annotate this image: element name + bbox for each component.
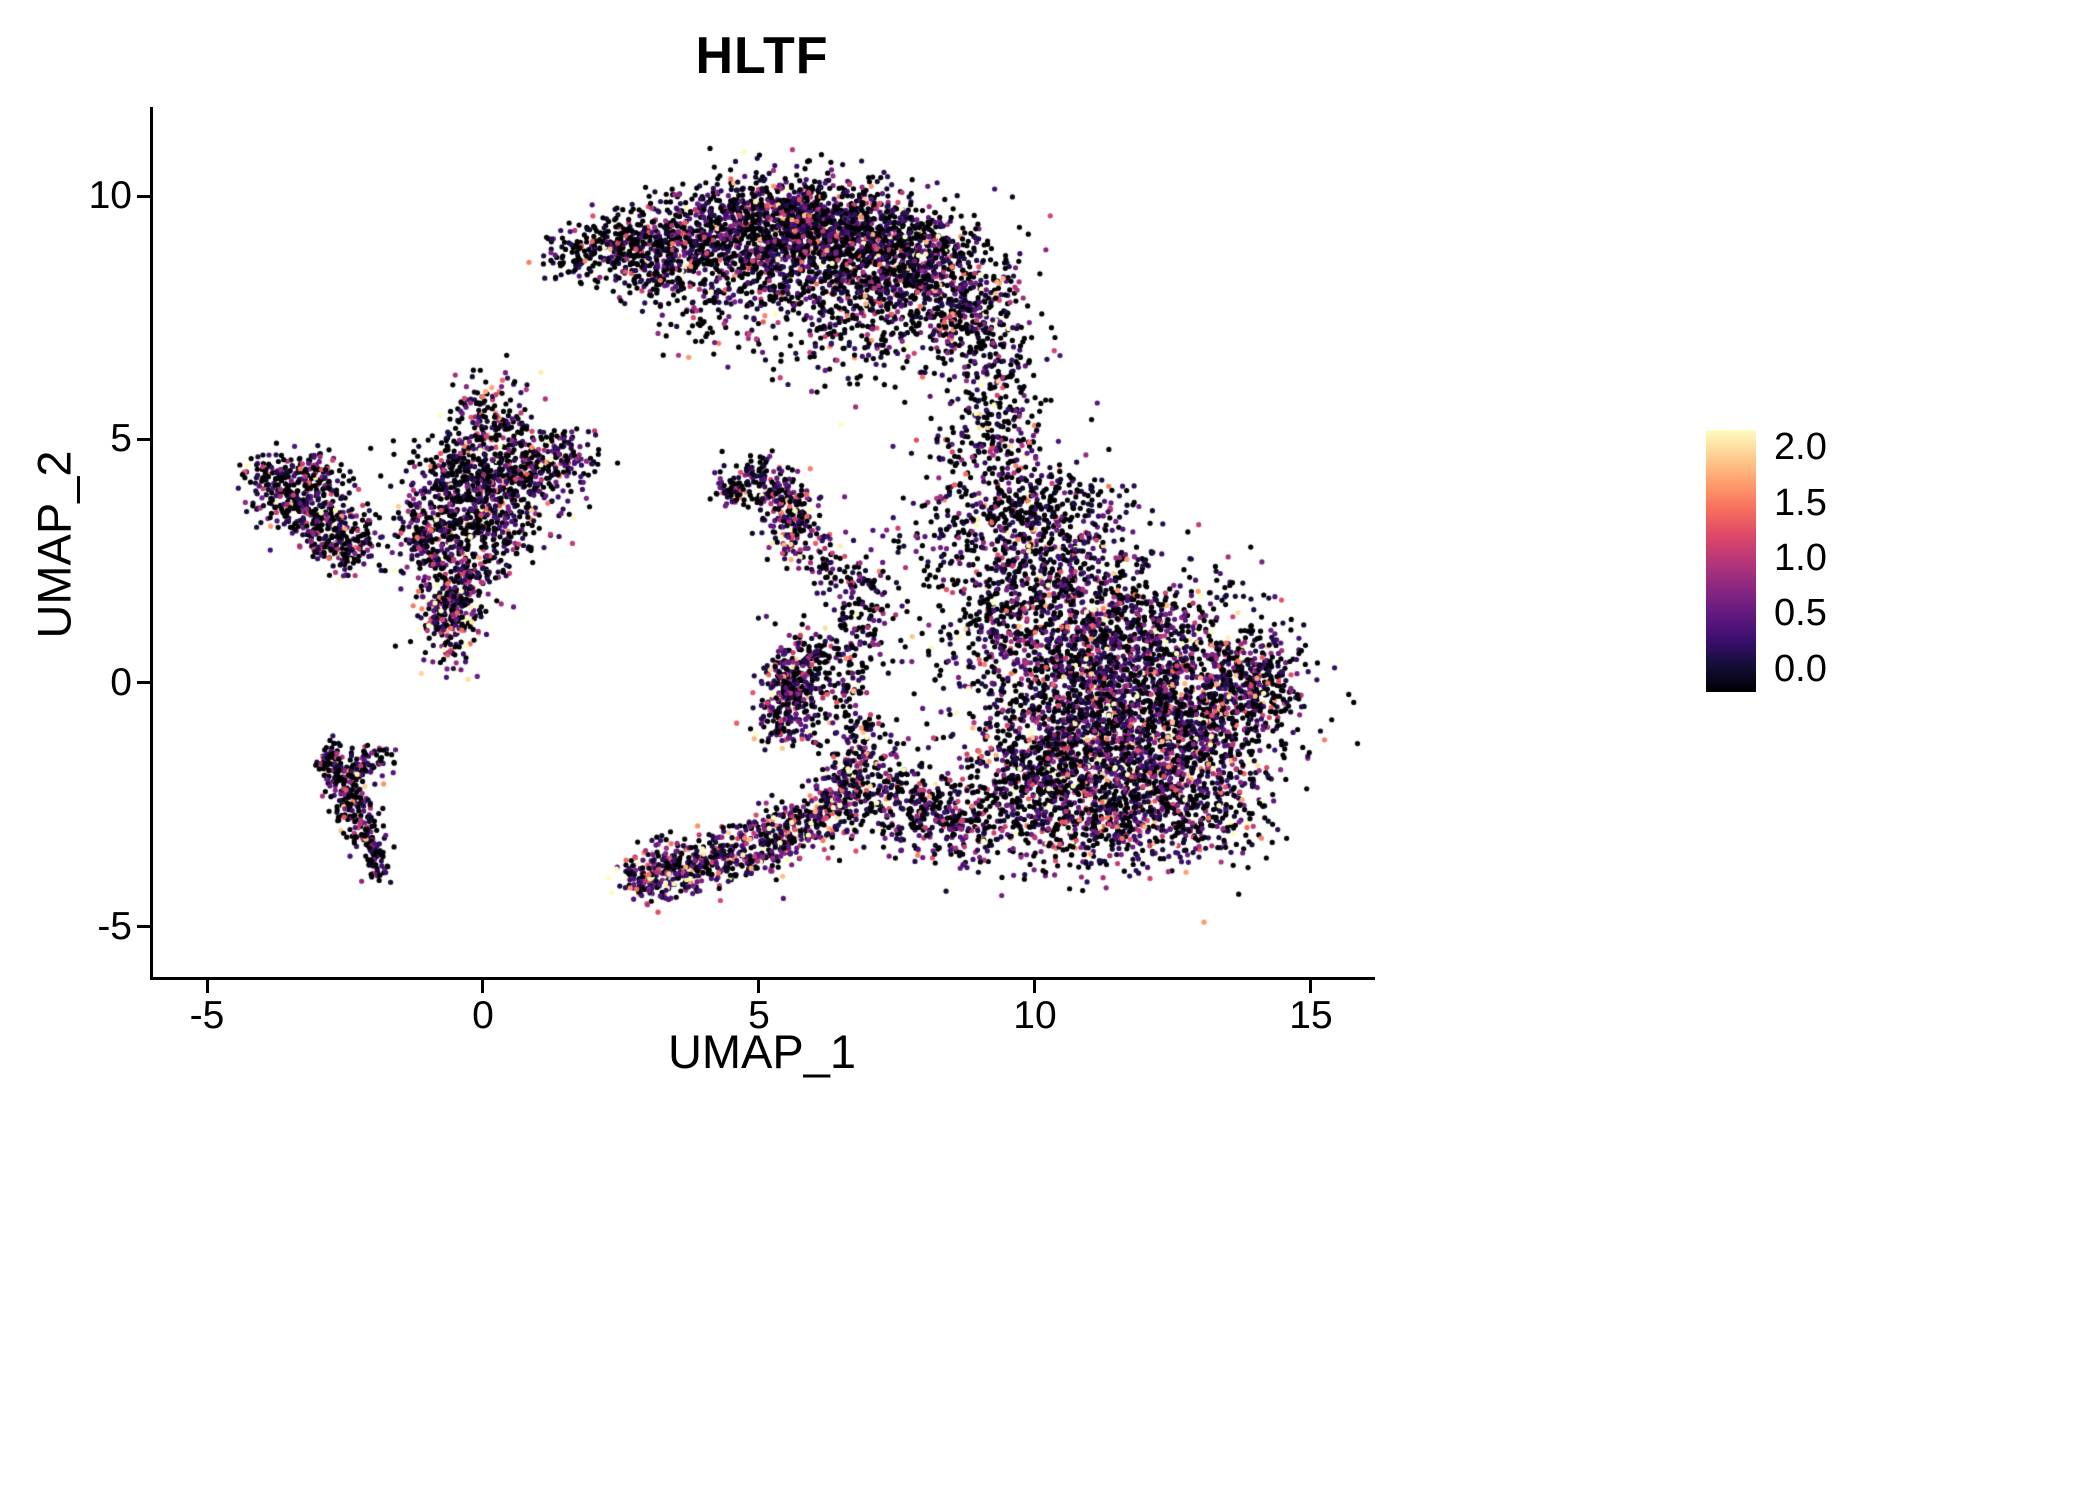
- colorbar-tick-label: 1.0: [1774, 537, 1827, 579]
- x-tick-label: 5: [748, 994, 770, 1037]
- x-tick-label: 0: [472, 994, 494, 1037]
- x-axis-label: UMAP_1: [667, 1025, 857, 1078]
- x-tick: [1309, 980, 1312, 993]
- y-tick-label: 5: [110, 417, 132, 460]
- x-tick: [481, 980, 484, 993]
- x-axis-line: [150, 977, 1375, 980]
- colorbar-tick-label: 0.5: [1774, 592, 1827, 634]
- y-tick-label: 0: [110, 661, 132, 704]
- x-tick: [757, 980, 760, 993]
- x-tick: [1033, 980, 1036, 993]
- colorbar-tick-label: 1.5: [1774, 482, 1827, 524]
- y-tick-label: 10: [88, 174, 132, 217]
- x-tick-label: 15: [1289, 994, 1333, 1037]
- plot-title: HLTF: [695, 27, 829, 85]
- y-axis-line: [150, 107, 153, 980]
- y-tick: [137, 195, 150, 198]
- x-tick-label: -5: [189, 994, 225, 1037]
- x-tick-label: 10: [1013, 994, 1057, 1037]
- y-tick-label: -5: [97, 905, 132, 948]
- colorbar-tick-label: 2.0: [1774, 426, 1827, 468]
- colorbar: [1706, 430, 1756, 692]
- y-tick: [137, 438, 150, 441]
- y-tick: [137, 681, 150, 684]
- colorbar-gradient: [1706, 430, 1756, 692]
- y-axis-label: UMAP_2: [27, 450, 81, 639]
- colorbar-tick-label: 0.0: [1774, 648, 1827, 690]
- x-tick: [206, 980, 209, 993]
- y-tick: [137, 925, 150, 928]
